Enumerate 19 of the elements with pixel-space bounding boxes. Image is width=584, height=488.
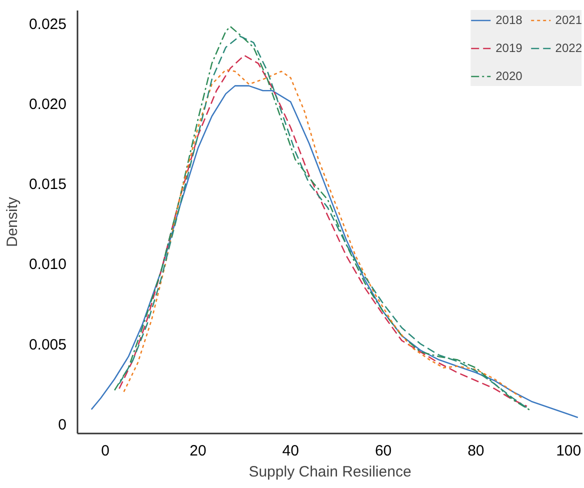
x-tick-label: 40 [282,442,299,460]
x-tick-label: 0 [101,442,110,460]
y-axis-title: Density [4,196,21,248]
y-tick-label: 0.025 [28,16,67,33]
y-tick-label: 0 [58,416,66,434]
y-tick-label: 0.015 [28,176,67,194]
legend-label: 2022 [555,41,582,55]
y-tick-label: 0.020 [28,96,67,113]
legend-label: 2019 [496,41,522,55]
x-tick-label: 60 [374,442,392,460]
x-axis-title: Supply Chain Resilience [248,464,412,480]
y-tick-label: 0.010 [28,256,67,274]
legend-label: 2018 [496,13,522,27]
x-tick-label: 100 [556,442,582,460]
x-tick-label: 20 [190,442,206,460]
legend-label: 2021 [555,13,582,27]
legend-label: 2020 [496,69,522,83]
x-tick-label: 80 [468,442,484,460]
y-tick-label: 0.005 [28,336,67,354]
